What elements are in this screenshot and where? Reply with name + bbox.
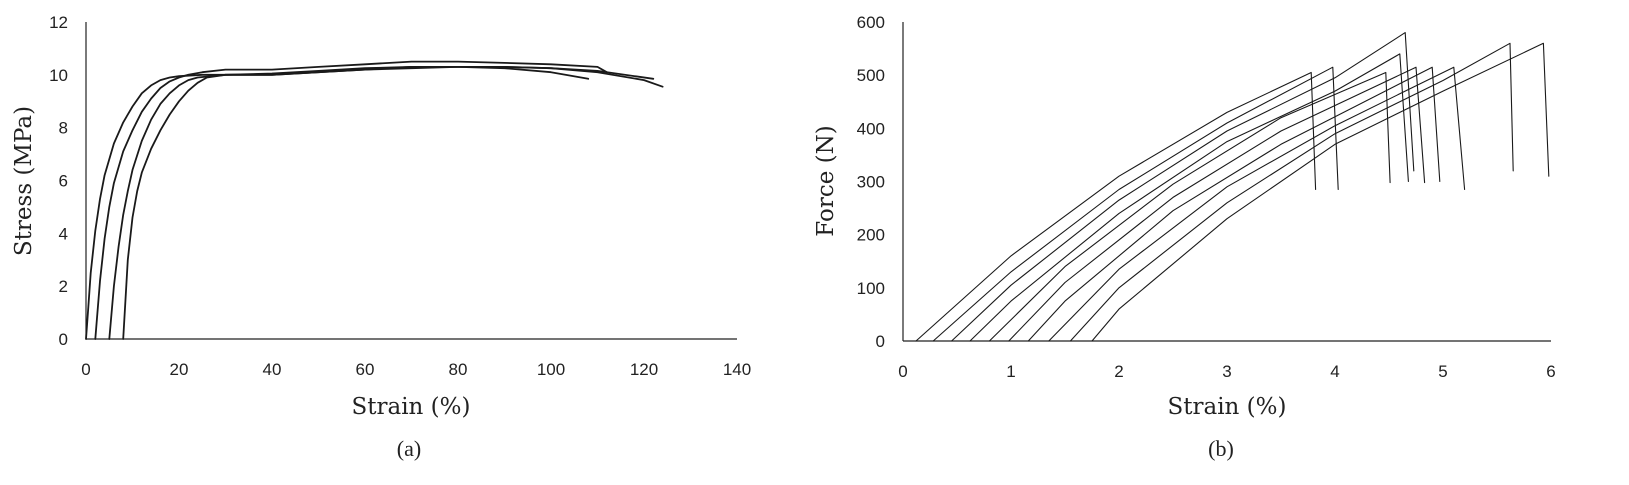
panel-caption-b: (b) [1208,436,1234,461]
y-tick-label-a-5: 10 [49,66,68,85]
series-line-b-8 [1048,66,1466,342]
y-tick-label-b-2: 200 [857,226,885,245]
x-tick-label-b-5: 5 [1438,362,1447,381]
x-tick-label-b-3: 3 [1222,362,1231,381]
y-tick-label-b-6: 600 [857,13,885,32]
curves-a [85,60,664,340]
x-tick-label-a-5: 100 [537,360,565,379]
y-tick-label-b-5: 500 [857,66,885,85]
x-tick-label-a-4: 80 [449,360,468,379]
y-tick-label-b-4: 400 [857,119,885,138]
series-line-b-4 [969,53,1409,342]
y-tick-label-b-3: 300 [857,173,885,192]
y-tick-label-a-0: 0 [59,330,68,349]
x-tick-label-a-2: 40 [263,360,282,379]
x-tick-label-b-6: 6 [1546,362,1555,381]
y-axis-title-b: Force (N) [813,125,839,236]
x-tick-label-b-0: 0 [898,362,907,381]
x-axis-title-b: Strain (%) [1168,394,1287,420]
chart-panel-b: 0 1 2 3 4 5 6 0 100 200 300 400 500 600 Strain (%) Fo… [813,13,1556,461]
series-line-a-4 [122,66,664,340]
series-line-b-2 [932,66,1339,342]
x-tick-label-a-0: 0 [81,360,90,379]
y-axis-title-a: Stress (MPa) [11,106,37,256]
series-line-b-5 [988,71,1391,342]
tick-labels-a: 0 20 40 60 80 100 120 140 0 2 4 6 8 10 12 [49,13,751,379]
series-line-b-7 [1027,66,1441,342]
series-line-b-3 [951,32,1415,342]
y-tick-label-a-6: 12 [49,13,68,32]
y-tick-label-b-1: 100 [857,279,885,298]
x-tick-label-a-1: 20 [170,360,189,379]
x-tick-label-a-7: 140 [723,360,751,379]
x-tick-label-b-1: 1 [1006,362,1015,381]
chart-panel-a: 0 20 40 60 80 100 120 140 0 2 4 6 8 10 12 Strain (%) S… [11,13,751,461]
series-line-a-3 [108,66,655,340]
series-line-b-9 [1069,42,1514,342]
y-tick-label-a-2: 4 [59,224,68,243]
y-tick-label-a-3: 6 [59,172,68,191]
y-tick-label-b-0: 0 [876,332,885,351]
series-line-b-10 [1091,42,1550,342]
x-tick-label-a-3: 60 [356,360,375,379]
x-tick-label-b-2: 2 [1114,362,1123,381]
y-tick-label-a-1: 2 [59,277,68,296]
series-line-b-6 [1008,66,1426,342]
tick-labels-b: 0 1 2 3 4 5 6 0 100 200 300 400 500 600 [857,13,1556,381]
series-line-a-1 [85,66,590,340]
curves-b [915,32,1550,342]
x-tick-label-b-4: 4 [1330,362,1339,381]
series-line-b-1 [915,71,1317,342]
panel-caption-a: (a) [397,436,421,461]
series-line-a-2 [94,60,608,340]
x-tick-label-a-6: 120 [630,360,658,379]
x-axis-title-a: Strain (%) [352,394,471,420]
y-tick-label-a-4: 8 [59,119,68,138]
